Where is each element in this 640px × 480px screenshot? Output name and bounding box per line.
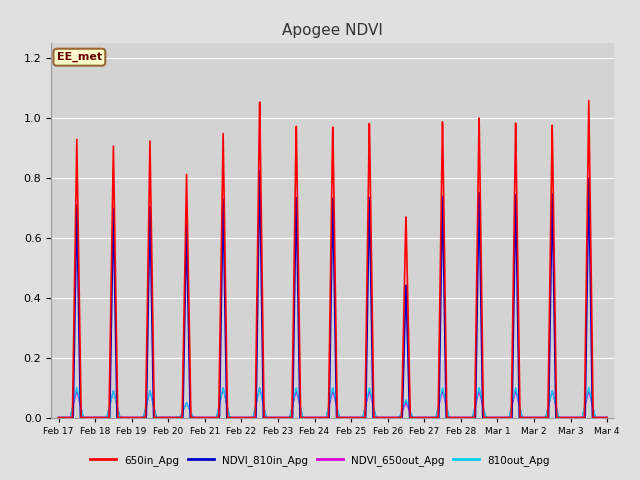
Text: EE_met: EE_met [57, 52, 102, 62]
Legend: 650in_Apg, NDVI_810in_Apg, NDVI_650out_Apg, 810out_Apg: 650in_Apg, NDVI_810in_Apg, NDVI_650out_A… [86, 451, 554, 470]
Title: Apogee NDVI: Apogee NDVI [282, 23, 383, 38]
